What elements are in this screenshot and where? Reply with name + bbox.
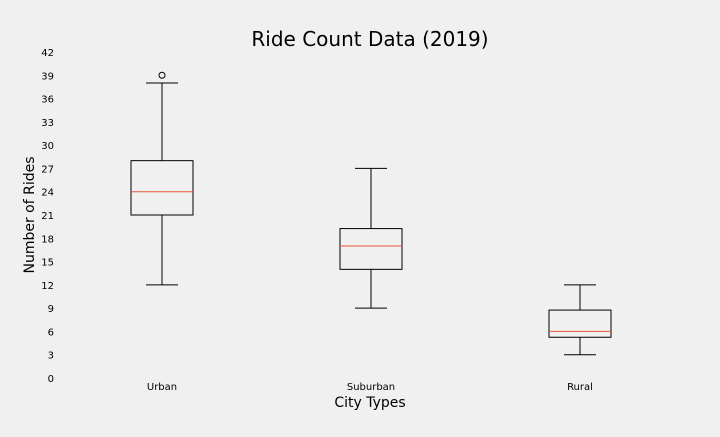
y-tick-label: 30 bbox=[41, 141, 54, 152]
y-tick-label: 6 bbox=[48, 327, 54, 338]
box-urban bbox=[130, 71, 194, 286]
y-tick-label: 39 bbox=[41, 71, 54, 82]
y-tick-label: 0 bbox=[48, 374, 54, 385]
iqr-box bbox=[548, 309, 612, 338]
y-tick-label: 15 bbox=[41, 258, 54, 269]
y-tick-label: 36 bbox=[41, 95, 54, 106]
y-tick-label: 9 bbox=[48, 304, 54, 315]
outlier-point bbox=[158, 71, 166, 79]
box-series bbox=[130, 71, 612, 356]
y-axis-label: Number of Rides bbox=[22, 156, 38, 273]
y-tick-label: 18 bbox=[41, 234, 54, 245]
y-tick-label: 24 bbox=[41, 188, 54, 199]
y-tick-label: 12 bbox=[41, 281, 54, 292]
y-tick-label: 33 bbox=[41, 118, 54, 129]
x-tick-label: Rural bbox=[567, 382, 593, 393]
y-tick-label: 3 bbox=[48, 351, 54, 362]
box-suburban bbox=[339, 167, 403, 309]
y-tick-label: 21 bbox=[41, 211, 54, 222]
box-rural bbox=[548, 284, 612, 356]
x-tick-label: Suburban bbox=[347, 382, 395, 393]
x-tick-labels: Urban Suburban Rural bbox=[147, 382, 593, 393]
y-tick-label: 27 bbox=[41, 164, 54, 175]
y-tick-label: 42 bbox=[41, 48, 54, 59]
chart-title: Ride Count Data (2019) bbox=[251, 27, 488, 51]
iqr-box bbox=[339, 228, 403, 270]
x-tick-label: Urban bbox=[147, 382, 177, 393]
iqr-box bbox=[130, 160, 194, 216]
x-axis-label: City Types bbox=[334, 395, 405, 411]
